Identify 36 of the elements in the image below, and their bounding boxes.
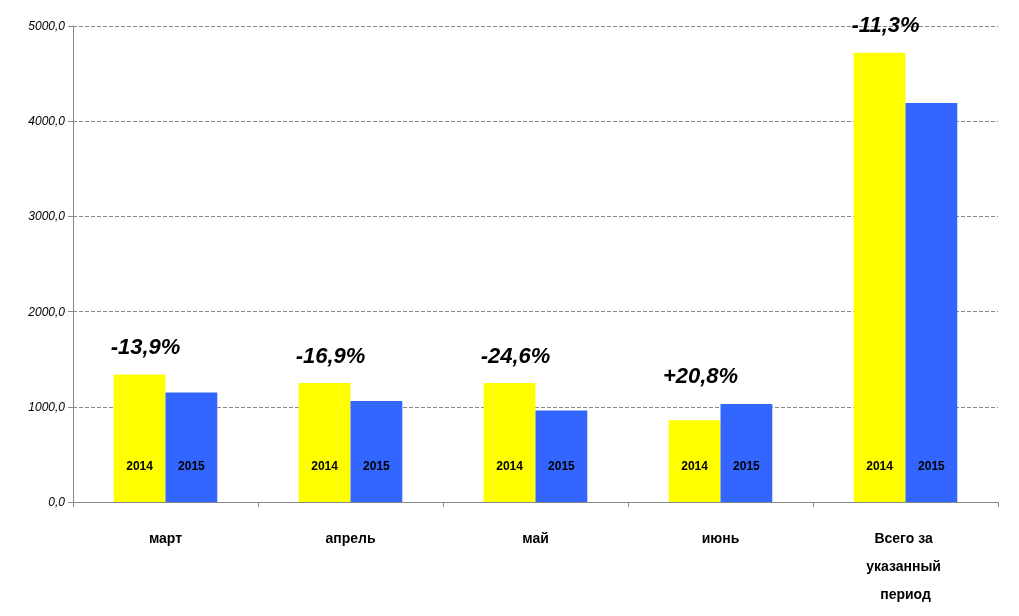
x-tick-label: март	[148, 530, 183, 546]
text: 2015	[363, 459, 390, 473]
text: 2014	[681, 459, 708, 473]
y-tick-label: 0,0	[48, 495, 66, 509]
x-tick-label: июнь	[701, 530, 740, 546]
text: 2015	[918, 459, 945, 473]
text: 2014	[126, 459, 153, 473]
bar	[165, 392, 218, 502]
y-tick-label: 5000,0	[28, 19, 66, 33]
bar	[668, 420, 721, 502]
x-tick-label: апрель	[325, 530, 376, 546]
x-tick-label: Всего за указанный период	[866, 530, 945, 602]
text: 2014	[866, 459, 893, 473]
y-tick-label: 2000,0	[27, 304, 66, 319]
annotation: -16,9%	[295, 342, 366, 368]
y-tick-label: 1000,0	[28, 399, 66, 414]
y-tick-label: 3000,0	[28, 209, 66, 224]
series-label: 2014	[496, 459, 524, 473]
bar	[905, 103, 958, 502]
bar	[483, 383, 536, 502]
bar	[720, 403, 773, 502]
bar	[350, 401, 403, 502]
text: 2015	[178, 459, 205, 473]
series-label: 2015	[548, 459, 576, 473]
annotation: -11,3%	[851, 12, 920, 38]
annotation: +20,8%	[662, 363, 739, 389]
bar	[535, 410, 588, 502]
x-tick-label: май	[522, 530, 549, 546]
y-tick-label: 4000,0	[28, 114, 66, 129]
text: 2014	[311, 459, 338, 473]
text: 2015	[733, 459, 760, 473]
annotation: -24,6%	[480, 342, 551, 368]
bar	[853, 52, 906, 502]
annotation: -13,9%	[110, 333, 181, 359]
bar	[298, 383, 351, 502]
bar	[113, 374, 166, 502]
